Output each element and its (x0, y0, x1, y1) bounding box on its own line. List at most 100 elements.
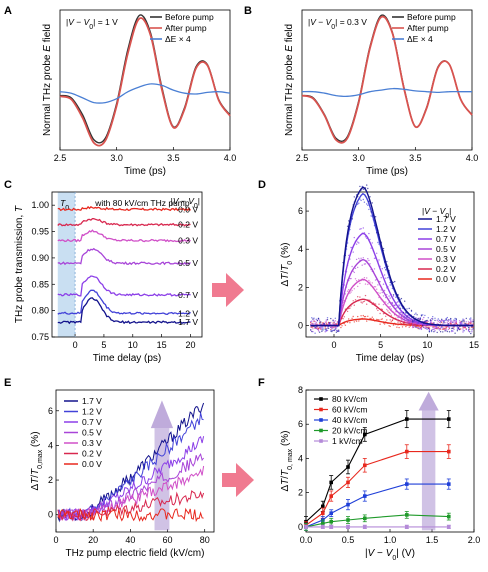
scatter-point-d (330, 321, 332, 324)
scatter-point-d (368, 259, 370, 262)
scatter-point-d (351, 317, 353, 319)
scatter-point-d (448, 331, 451, 333)
scatter-point-d (437, 328, 439, 330)
scatter-point-d (324, 331, 326, 333)
scatter-point-d (382, 303, 385, 306)
scatter-point-d (434, 319, 436, 322)
data-point-f (346, 480, 350, 485)
scatter-point-d (432, 328, 434, 331)
scatter-point-d (471, 331, 473, 333)
scatter-point-d (467, 328, 470, 331)
data-point-f (363, 525, 367, 529)
scatter-point-d (330, 326, 332, 328)
series-a-0 (59, 14, 231, 144)
scatter-point-d (471, 323, 473, 326)
panel-c-ytick-label: 0.80 (31, 306, 49, 316)
scatter-point-d (458, 322, 461, 324)
scatter-point-d (425, 326, 427, 329)
scatter-point-d (471, 321, 473, 323)
scatter-point-d (444, 330, 446, 332)
scatter-point-d (454, 317, 456, 320)
scatter-point-d (441, 318, 443, 320)
scatter-point-d (324, 321, 326, 323)
scatter-point-d (330, 317, 332, 320)
scatter-point-d (389, 284, 391, 286)
scatter-point-d (470, 320, 472, 322)
series-label-c: 0.7 V (178, 290, 198, 300)
scatter-point-d (367, 283, 369, 286)
scatter-point-d (330, 330, 332, 332)
panel-e-xtick-label: 40 (125, 535, 135, 545)
data-point-f (346, 518, 350, 522)
scatter-point-d (357, 296, 359, 298)
scatter-point-d (445, 319, 447, 321)
scatter-point-d (364, 283, 367, 285)
scatter-point-d (383, 267, 386, 269)
scatter-point-d (320, 326, 322, 328)
scatter-point-d (325, 321, 327, 323)
scatter-point-d (352, 315, 354, 318)
scatter-point-d (410, 309, 413, 312)
scatter-point-d (336, 329, 339, 332)
scatter-point-d (429, 319, 432, 321)
scatter-point-d (417, 317, 419, 320)
scatter-point-d (363, 201, 366, 203)
scatter-point-d (397, 319, 399, 321)
legend-label-f: 20 kV/cm (332, 426, 367, 436)
scatter-point-d (353, 288, 355, 290)
scatter-point-d (448, 322, 451, 324)
scatter-point-d (424, 314, 426, 317)
scatter-point-d (442, 331, 444, 333)
scatter-point-d (422, 318, 424, 321)
scatter-point-d (371, 316, 373, 318)
scatter-point-d (333, 326, 335, 328)
scatter-point-d (400, 297, 403, 300)
scatter-point-d (444, 327, 446, 330)
scatter-point-d (427, 327, 429, 330)
scatter-point-d (367, 258, 369, 260)
panel-e-xtick-label: 80 (200, 535, 210, 545)
data-point-f (321, 511, 325, 515)
scatter-point-d (381, 308, 383, 311)
scatter-point-d (452, 327, 454, 329)
scatter-point-d (366, 184, 368, 186)
scatter-point-d (386, 319, 388, 321)
scatter-point-d (469, 328, 471, 330)
scatter-point-d (378, 259, 380, 261)
scatter-point-d (391, 302, 394, 305)
scatter-point-d (346, 225, 349, 227)
scatter-point-d (445, 327, 447, 329)
scatter-point-d (450, 320, 452, 322)
scatter-point-d (419, 328, 422, 330)
scatter-point-d (405, 321, 407, 324)
scatter-point-d (420, 315, 423, 317)
legend-label-f: 40 kV/cm (332, 415, 367, 425)
data-point-f (329, 511, 333, 515)
scatter-point-d (336, 323, 339, 325)
series-label-c: 0.5 V (178, 258, 198, 268)
scatter-point-d (312, 318, 314, 320)
scatter-point-d (350, 291, 352, 293)
panel-f-xtick-label: 1.0 (384, 535, 397, 545)
scatter-point-d (447, 319, 450, 321)
scatter-point-d (451, 322, 453, 324)
scatter-point-d (358, 320, 360, 322)
scatter-point-d (330, 328, 332, 331)
panel-letter-e: E (4, 377, 11, 389)
scatter-point-d (404, 300, 406, 302)
scatter-point-d (311, 330, 313, 333)
scatter-point-d (376, 288, 378, 290)
panel-c: 0 5 10 15 20 0.75 0.80 0.85 0.90 0.95 1.00 T0 with 8… (14, 191, 203, 364)
scatter-point-d (452, 330, 454, 332)
scatter-point-d (372, 318, 375, 320)
data-point-f (363, 463, 367, 468)
scatter-point-d (354, 278, 357, 280)
scatter-point-d (469, 322, 471, 324)
annotation-a: |V − V0| = 1 V (66, 17, 118, 31)
scatter-point-d (326, 327, 329, 329)
scatter-point-d (418, 317, 420, 320)
scatter-point-d (314, 323, 316, 325)
scatter-point-d (326, 326, 329, 328)
scatter-point-d (334, 317, 336, 319)
scatter-point-d (389, 306, 391, 308)
